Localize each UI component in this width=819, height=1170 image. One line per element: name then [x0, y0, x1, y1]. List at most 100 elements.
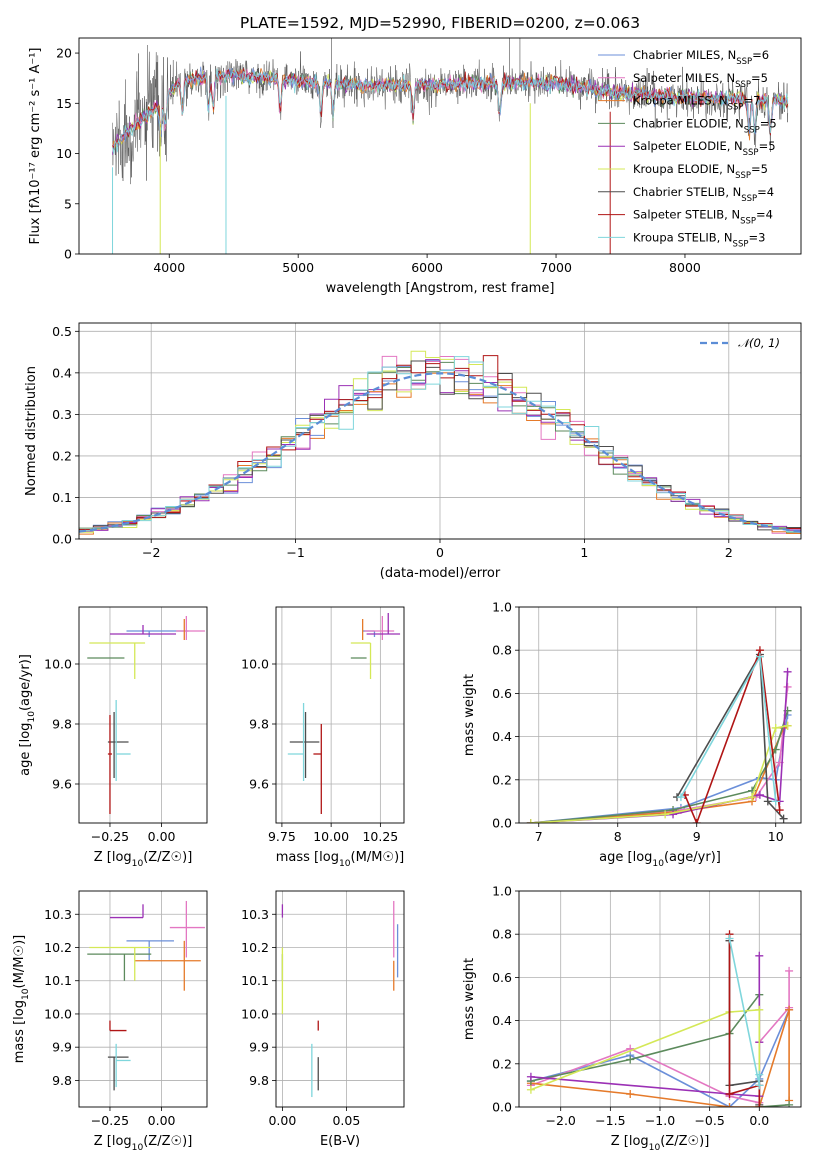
- x-axis-label: Z [log10(Z/Z☉)]: [94, 850, 193, 869]
- weight-marker: [676, 793, 685, 802]
- weight-marker: [785, 1100, 794, 1107]
- errorbar-point: [364, 616, 395, 640]
- legend-entry-name: Kroupa ELODIE, N: [633, 162, 735, 176]
- x-axis-label-part: log: [629, 1134, 649, 1149]
- legend-entry-sub: SSP: [735, 80, 751, 90]
- errorbar-point: [134, 940, 201, 991]
- weight-marker: [526, 819, 535, 823]
- legend-entry: Kroupa STELIB, NSSP=3: [633, 230, 765, 249]
- x-axis-label-sub: 10: [649, 1143, 661, 1153]
- y-axis-label-part: mass [: [12, 1020, 27, 1063]
- x-tick-label: 9: [693, 829, 701, 844]
- weight-marker: [763, 797, 772, 806]
- spectrum-line-salpeter-stelib: [112, 68, 789, 149]
- y-tick-label: 0.4: [492, 1013, 512, 1028]
- y-axis-label-part: mass weight: [462, 674, 477, 756]
- weight-line-salpeter-stelib: [684, 649, 781, 823]
- x-tick-label: −1: [286, 545, 304, 560]
- weight-line-kroupa-elodie: [530, 1008, 761, 1107]
- weight-marker: [779, 814, 788, 823]
- weight-marker: [755, 1103, 764, 1107]
- weight-marker: [755, 1070, 764, 1079]
- errorbar-point: [107, 712, 129, 778]
- legend-entry: Chabrier STELIB, NSSP=4: [633, 185, 774, 204]
- axes-frame: [275, 606, 405, 824]
- y-axis-label: Flux [fλ10⁻¹⁷ erg cm⁻² s⁻¹ A⁻¹]: [28, 48, 43, 245]
- legend-entry-name: Kroupa MILES, N: [633, 94, 728, 108]
- plot-area: [281, 900, 399, 1098]
- x-tick-label: 2: [725, 545, 733, 560]
- y-tick-label: 9.9: [52, 1040, 72, 1055]
- spectrum-line-kroupa-stelib: [112, 68, 789, 154]
- legend-entry-value: =5: [751, 71, 768, 85]
- x-tick-label: 0.00: [148, 829, 176, 844]
- errorbar-point: [87, 953, 152, 981]
- x-axis-label: Z [log10(Z/Z☉)]: [611, 1134, 710, 1153]
- x-axis-label-part: (age/yr)]: [664, 850, 721, 865]
- x-axis-label-part: Z [: [94, 850, 112, 865]
- x-tick-label: 0.05: [332, 1113, 360, 1128]
- y-tick-label: 10.2: [44, 940, 72, 955]
- y-tick-label: 0.0: [492, 816, 512, 831]
- axes-frame: [78, 37, 802, 255]
- y-tick-label: 10.0: [241, 1006, 269, 1021]
- plot-area: [287, 613, 401, 814]
- x-axis-label-part: log: [112, 850, 132, 865]
- x-tick-label: −1.5: [595, 1113, 625, 1128]
- y-axis-label-part: log: [18, 723, 33, 743]
- weight-marker: [626, 1055, 635, 1064]
- errorbar-point: [109, 625, 177, 635]
- weight-line-salpeter-elodie: [530, 955, 761, 1098]
- x-tick-label: 0.00: [148, 1113, 176, 1128]
- weight-line-chabrier-miles: [530, 714, 789, 823]
- weight-marker: [755, 652, 764, 661]
- y-tick-label: 9.8: [249, 1073, 269, 1088]
- grid-lines: [276, 891, 404, 1107]
- errorbar-point: [176, 616, 205, 640]
- legend-entry: Kroupa ELODIE, NSSP=5: [633, 162, 768, 181]
- legend-entry-value: =5: [760, 116, 777, 130]
- x-tick-label: 10.00: [313, 829, 349, 844]
- x-tick-label: 6000: [411, 260, 443, 275]
- x-axis-label-part: Z [: [611, 1134, 629, 1149]
- x-axis-label-sub: 10: [132, 859, 144, 869]
- x-tick-label: −0.25: [91, 1113, 129, 1128]
- legend-entry-sub: SSP: [740, 217, 756, 227]
- weight-line-kroupa-elodie: [530, 725, 788, 823]
- grid-lines: [79, 891, 207, 1107]
- mass-vs-ebv-panel: 0.00 0.05 9.8 9.9 10.0 10.1 10.2 10.3 E(B-V): [241, 890, 405, 1149]
- x-tick-label: 9.75: [268, 829, 296, 844]
- y-tick-label: 0: [64, 247, 72, 262]
- legend-entry: Chabrier MILES, NSSP=6: [633, 48, 769, 67]
- x-axis-label-sub: 10: [339, 859, 351, 869]
- y-tick-label: 10.0: [241, 657, 269, 672]
- axes-frame: [275, 890, 405, 1108]
- x-axis-label-part: Z [: [94, 1134, 112, 1149]
- legend-entry: Kroupa MILES, NSSP=7: [633, 94, 760, 113]
- y-tick-label: 0.0: [492, 1100, 512, 1115]
- axes-frame: [78, 890, 208, 1108]
- y-tick-label: 10: [56, 146, 72, 161]
- x-axis-label-part: log: [633, 850, 653, 865]
- weight-marker: [669, 810, 678, 819]
- x-axis-label: mass [log10(M/M☉)]: [276, 850, 404, 869]
- age-vs-metallicity-panel: −0.25 0.009.69.810.0Z [log10(Z/Z☉)]age [l…: [18, 606, 208, 869]
- weight-marker: [755, 790, 764, 799]
- errorbar-point: [169, 900, 205, 958]
- x-axis-label-part: E(B-V): [320, 1134, 360, 1149]
- legend-entry-name: Salpeter MILES, N: [633, 71, 735, 85]
- weight-marker: [783, 721, 792, 730]
- x-axis-label-sub: 10: [652, 859, 664, 869]
- x-tick-label: 10: [768, 829, 784, 844]
- x-tick-label: −0.5: [694, 1113, 724, 1128]
- axes-frame: [78, 606, 208, 824]
- x-tick-label: 0.0: [749, 1113, 769, 1128]
- axes-frame: [518, 606, 802, 824]
- legend-entry-value: =3: [748, 230, 765, 244]
- legend-entry: Chabrier ELODIE, NSSP=5: [633, 116, 777, 135]
- x-axis-label-part: (data-model)/error: [380, 566, 501, 581]
- weight-marker: [526, 1085, 535, 1094]
- y-tick-label: 10.0: [44, 657, 72, 672]
- errorbar-point: [115, 700, 131, 781]
- x-axis-label-part: (Z/Z☉)]: [143, 850, 192, 865]
